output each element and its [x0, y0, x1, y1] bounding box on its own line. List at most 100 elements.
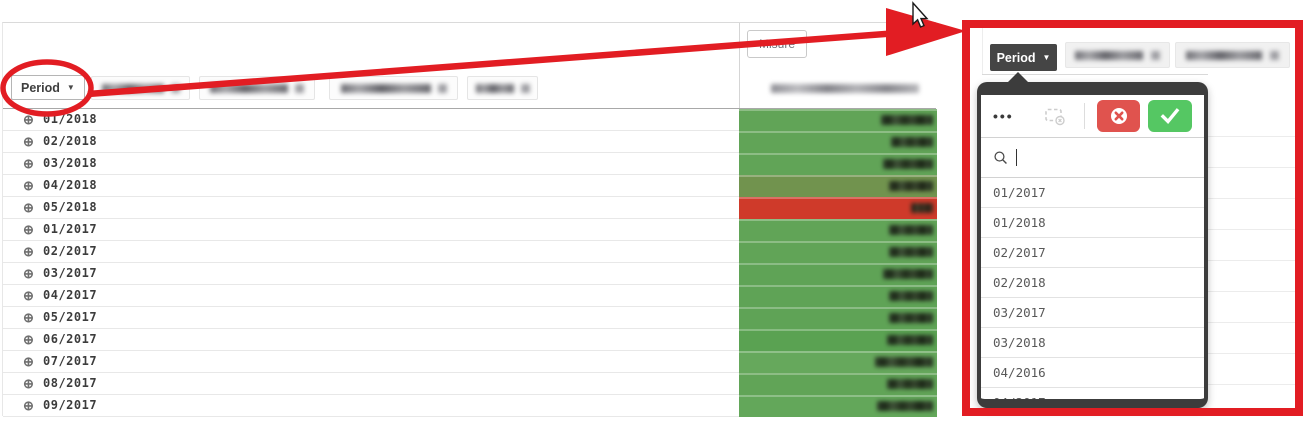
measure-cell [739, 395, 937, 417]
blurred-dimension-button[interactable] [329, 76, 458, 100]
redacted-value [875, 357, 933, 367]
popover-toolbar: ••• [981, 95, 1204, 137]
period-list-item[interactable]: 01/2018 [981, 208, 1204, 238]
table-row[interactable]: ⊕ 03/2017 [3, 263, 937, 285]
text-cursor [1015, 149, 1017, 166]
panel-left-border [982, 28, 983, 75]
redacted-value [889, 181, 933, 191]
table-row[interactable]: ⊕ 02/2018 [3, 131, 937, 153]
row-period-label: 07/2017 [43, 354, 98, 368]
period-list-item[interactable]: 03/2018 [981, 328, 1204, 358]
caret-down-icon: ▼ [66, 82, 75, 92]
table-row[interactable]: ⊕ 05/2018 [3, 197, 937, 219]
table-row[interactable]: ⊕ 04/2017 [3, 285, 937, 307]
expand-icon[interactable]: ⊕ [23, 332, 34, 347]
measure-cell [739, 175, 937, 197]
table-row[interactable]: ⊕ 06/2017 [3, 329, 937, 351]
cancel-selection-button[interactable] [1096, 100, 1141, 132]
expand-icon[interactable]: ⊕ [23, 200, 34, 215]
table-row[interactable]: ⊕ 09/2017 [3, 395, 937, 417]
blurred-dimension-button[interactable] [1175, 42, 1290, 68]
redacted-value [911, 203, 933, 213]
period-list-item[interactable]: 04/2017 [981, 388, 1204, 399]
blurred-dimension-button[interactable] [1065, 42, 1170, 68]
period-dimension-button[interactable]: Period ▼ [11, 75, 85, 100]
checkmark-icon [1160, 108, 1180, 125]
period-label: Period [996, 50, 1036, 65]
redacted-label [210, 83, 288, 93]
table-row[interactable]: ⊕ 01/2018 [3, 109, 937, 131]
measure-cell [739, 197, 937, 219]
column-divider [739, 23, 740, 109]
period-list-item[interactable]: 01/2017 [981, 178, 1204, 208]
expand-icon[interactable]: ⊕ [23, 112, 34, 127]
more-options-icon[interactable]: ••• [993, 108, 1014, 124]
expand-icon[interactable]: ⊕ [23, 354, 34, 369]
circle-x-icon [1110, 108, 1127, 124]
table-row[interactable]: ⊕ 07/2017 [3, 351, 937, 373]
lasso-selection-icon[interactable] [1044, 107, 1066, 126]
redacted-value [881, 115, 933, 125]
blurred-dimension-button[interactable] [467, 76, 538, 100]
row-period-label: 03/2018 [43, 156, 98, 170]
measure-cell [739, 351, 937, 373]
measure-cell [739, 131, 937, 153]
expand-icon[interactable]: ⊕ [23, 288, 34, 303]
period-list-item[interactable]: 02/2017 [981, 238, 1204, 268]
period-list-item[interactable]: 04/2016 [981, 358, 1204, 388]
confirm-selection-button[interactable] [1148, 100, 1193, 132]
table-row[interactable]: ⊕ 08/2017 [3, 373, 937, 395]
period-selection-popover: ••• 01/2017 01/2018 0 [977, 82, 1208, 408]
redacted-value [883, 159, 933, 169]
period-list-item[interactable]: 02/2018 [981, 268, 1204, 298]
redacted-caret-icon [1151, 50, 1160, 60]
blurred-dimension-button[interactable] [91, 76, 190, 100]
redacted-value [877, 401, 933, 411]
redacted-caret-icon [1270, 50, 1279, 60]
row-period-label: 02/2018 [43, 134, 98, 148]
expand-icon[interactable]: ⊕ [23, 156, 34, 171]
period-list-item[interactable]: 03/2017 [981, 298, 1204, 328]
period-value-list: 01/2017 01/2018 02/2017 02/2018 03/2017 03/20… [981, 178, 1204, 399]
redacted-value [883, 269, 933, 279]
redacted-label [475, 83, 514, 93]
measure-cell [739, 263, 937, 285]
expand-icon[interactable]: ⊕ [23, 222, 34, 237]
expand-icon[interactable]: ⊕ [23, 266, 34, 281]
redacted-caret-icon [170, 83, 180, 93]
redacted-label [1186, 50, 1262, 60]
search-input[interactable] [1019, 149, 1192, 166]
row-period-label: 05/2018 [43, 200, 98, 214]
redacted-caret-icon [437, 83, 447, 93]
period-dimension-button-active[interactable]: Period ▼ [990, 44, 1057, 71]
redacted-value [889, 247, 933, 257]
redacted-label [101, 83, 164, 93]
blurred-dimension-button[interactable] [199, 76, 315, 100]
table-row[interactable]: ⊕ 03/2018 [3, 153, 937, 175]
pivot-table-rows: ⊕ 01/2018 ⊕ 02/2018 ⊕ 03/2018 ⊕ 04/2 [3, 109, 937, 417]
table-row[interactable]: ⊕ 02/2017 [3, 241, 937, 263]
row-period-label: 01/2018 [43, 112, 98, 126]
table-row[interactable]: ⊕ 01/2017 [3, 219, 937, 241]
redacted-caret-icon [295, 83, 304, 93]
row-period-label: 08/2017 [43, 376, 98, 390]
expand-icon[interactable]: ⊕ [23, 376, 34, 391]
table-row[interactable]: ⊕ 04/2018 [3, 175, 937, 197]
row-period-label: 01/2017 [43, 222, 98, 236]
table-row[interactable]: ⊕ 05/2017 [3, 307, 937, 329]
misure-header-button[interactable]: Misure [747, 30, 807, 58]
expand-icon[interactable]: ⊕ [23, 134, 34, 149]
pivot-table-header: Misure Period ▼ [3, 23, 936, 109]
period-label: Period [21, 80, 60, 95]
expand-icon[interactable]: ⊕ [23, 178, 34, 193]
header-bottom-border [3, 108, 936, 109]
redacted-caret-icon [520, 83, 530, 93]
toolbar-divider [1083, 103, 1085, 129]
measure-cell [739, 219, 937, 241]
expand-icon[interactable]: ⊕ [23, 244, 34, 259]
row-period-label: 05/2017 [43, 310, 98, 324]
redacted-label [340, 83, 431, 93]
expand-icon[interactable]: ⊕ [23, 398, 34, 413]
expand-icon[interactable]: ⊕ [23, 310, 34, 325]
caret-down-icon: ▼ [1042, 52, 1051, 62]
